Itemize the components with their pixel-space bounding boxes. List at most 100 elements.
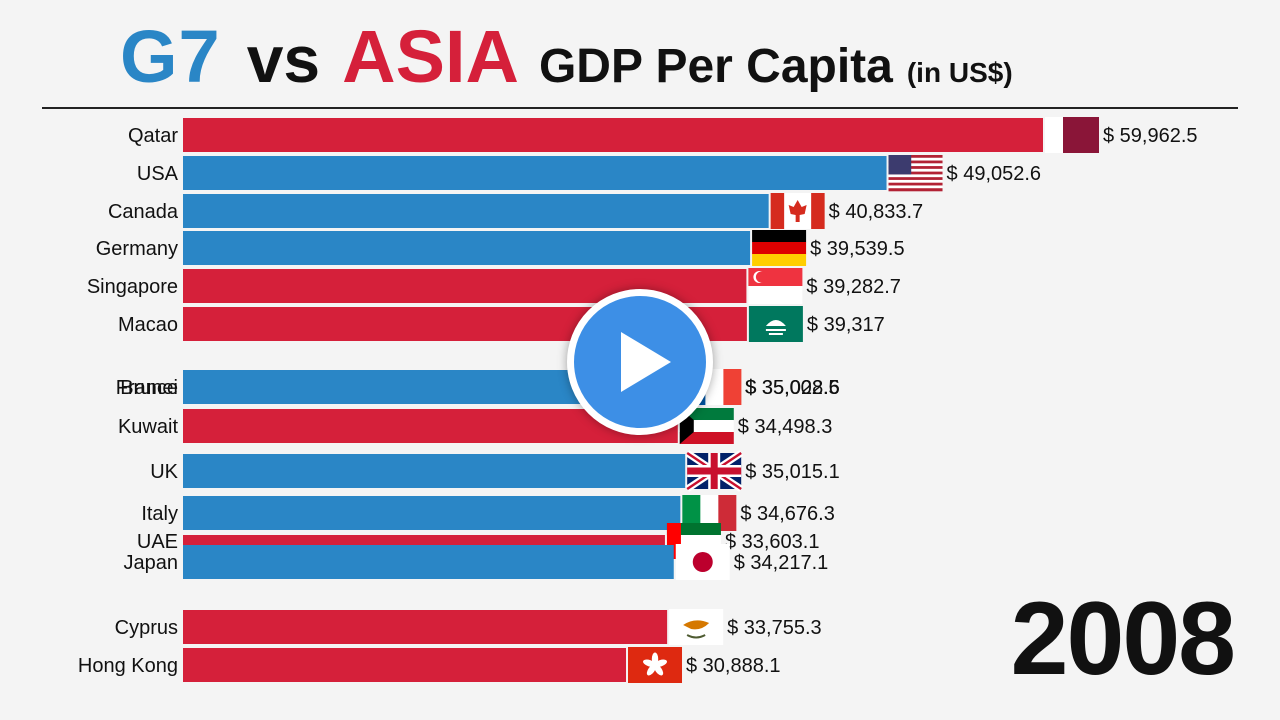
category-label: Kuwait [118, 416, 178, 438]
year-label: 2008 [1010, 581, 1236, 697]
bar-group: UK $ 35,015.1 [150, 450, 840, 492]
japan-flag-icon [675, 544, 730, 580]
category-label: UK [150, 461, 178, 483]
value-label: $ 35,002.5 [745, 377, 840, 399]
flag-part [888, 182, 943, 186]
flag-part [1058, 117, 1063, 121]
title-g7: G7 [120, 15, 221, 98]
flag-part [888, 157, 943, 161]
olive-branches [686, 634, 706, 639]
flag-part [682, 495, 701, 531]
singapore-flag-icon [748, 268, 803, 304]
category-label: Cyprus [115, 617, 178, 639]
flag-part [888, 188, 943, 192]
value-label: $ 39,282.7 [806, 276, 901, 298]
flag-part [888, 155, 912, 175]
category-label: UAE [137, 531, 178, 553]
flag-part [770, 193, 785, 229]
value-label: $ 40,833.7 [829, 201, 924, 223]
canada-flag-icon [770, 193, 825, 229]
bar-group: UAE $ 33,603.1 [137, 523, 819, 559]
value-label: $ 59,962.5 [1103, 125, 1198, 147]
bar-group: Qatar $ 59,962.5 [128, 117, 1198, 153]
flag-part [700, 495, 719, 531]
flag-part [1058, 141, 1063, 145]
flag-part [811, 193, 825, 229]
bar [183, 545, 674, 579]
bauhinia-petal [653, 664, 664, 676]
flag-part [888, 171, 943, 175]
bar-group: Hong Kong $ 30,888.1 [78, 647, 781, 683]
category-label: Singapore [87, 276, 178, 298]
title-vs: vs [246, 22, 321, 96]
category-label: France [116, 377, 178, 399]
flag-part [888, 185, 943, 189]
flag-part [755, 271, 767, 283]
flag-part [1058, 137, 1063, 141]
sun-disc [692, 552, 713, 572]
value-label: $ 30,888.1 [686, 655, 781, 677]
title-divider [42, 107, 1238, 109]
play-icon [621, 332, 671, 392]
bauhinia-petal [646, 664, 657, 676]
category-label: Brunei [120, 377, 178, 399]
title-gdp-per-capita: GDP Per Capita [538, 40, 893, 93]
flag-part [679, 432, 734, 444]
bar-group: Japan $ 34,217.1 [124, 544, 829, 580]
category-label: Japan [124, 552, 179, 574]
bar-group: Canada $ 40,833.7 [108, 193, 923, 229]
bar-group: Germany $ 39,539.5 [96, 230, 905, 266]
flag-part [888, 179, 943, 183]
value-label: $ 35,015.1 [745, 461, 840, 483]
germany-flag-icon [752, 230, 807, 266]
category-label: Germany [96, 238, 178, 260]
value-label: $ 34,498.3 [738, 416, 833, 438]
hong-kong-flag-icon [628, 647, 683, 683]
title-asia: ASIA [342, 15, 519, 98]
qatar-flag-icon [1045, 117, 1099, 153]
title-unit: (in US$) [906, 57, 1013, 88]
bar [183, 648, 627, 682]
category-label: Canada [108, 201, 179, 223]
category-label: Hong Kong [78, 655, 178, 677]
usa-flag-icon [888, 155, 943, 192]
bar-group: Singapore $ 39,282.7 [87, 268, 901, 304]
chart-title: G7 vs ASIA GDP Per Capita (in US$) [120, 14, 1013, 100]
play-button[interactable] [567, 289, 713, 435]
flag-part [1058, 121, 1063, 125]
value-label: $ 34,217.1 [734, 552, 829, 574]
flag-part [752, 230, 807, 243]
flag-part [888, 166, 943, 170]
flag-part [1063, 117, 1099, 153]
lotus [765, 320, 786, 326]
bar-group: France $ 35,028.6 [116, 369, 840, 405]
water-line [768, 333, 783, 335]
uk-flag-icon [685, 450, 744, 492]
flag-part [723, 369, 742, 405]
bar-group: USA $ 49,052.6 [137, 155, 1041, 192]
bar [183, 231, 751, 265]
flag-part [888, 168, 943, 172]
bar [183, 454, 686, 488]
flag-part [888, 174, 943, 178]
italy-flag-icon [682, 495, 737, 531]
cyprus-flag-icon [669, 609, 724, 645]
flag-part [888, 160, 943, 164]
bauhinia-petal [643, 659, 656, 667]
value-label: $ 39,539.5 [810, 238, 905, 260]
bar [183, 496, 681, 530]
flag-part [1058, 133, 1063, 137]
flag-part [718, 495, 737, 531]
category-label: Italy [141, 503, 178, 525]
flag-part [687, 467, 742, 475]
value-label: $ 33,755.3 [727, 617, 822, 639]
flag-part [1058, 129, 1063, 133]
bar-group: Macao $ 39,317 [118, 306, 885, 342]
value-label: $ 34,676.3 [740, 503, 835, 525]
flag-part [888, 155, 943, 159]
flag-part [752, 242, 807, 255]
category-label: USA [137, 163, 179, 185]
flag-part [888, 163, 943, 167]
flag-part [1058, 149, 1063, 153]
